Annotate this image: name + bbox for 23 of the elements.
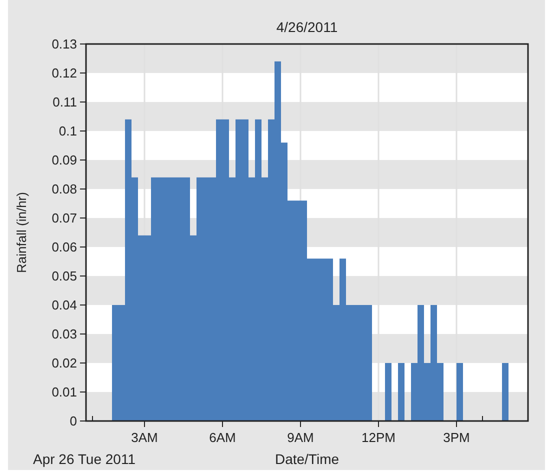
chart-title: 4/26/2011 (276, 19, 338, 35)
y-tick-label: 0.03 (52, 326, 77, 342)
y-tick-label: 0.09 (52, 152, 77, 168)
y-tick-label: 0.04 (52, 298, 77, 313)
y-tick-label: 0.08 (52, 182, 77, 197)
y-tick-label: 0.06 (52, 240, 77, 255)
y-tick-label: 0.12 (52, 66, 77, 81)
x-tick-label: 9AM (287, 430, 314, 445)
text: Apr 26 Tue 2011 (33, 451, 136, 467)
x-tick-label: 3AM (131, 430, 158, 445)
x-axis-title: Date/Time (274, 451, 340, 467)
y-tick-label: 0.1 (58, 124, 77, 139)
y-tick-label: 0.11 (52, 94, 77, 110)
y-axis-title: Rainfall (in/hr) (14, 192, 29, 273)
x-tick-label: 3PM (443, 430, 470, 445)
x-tick-label: 12PM (362, 430, 396, 445)
y-tick-label: 0.13 (52, 36, 77, 52)
y-tick-label: 0.01 (52, 384, 77, 400)
y-tick-label: 0.02 (52, 356, 77, 371)
x-tick-label: 6AM (209, 430, 236, 445)
y-tick-label: 0.07 (52, 210, 77, 226)
y-tick-label: 0 (70, 414, 77, 429)
y-tick-label: 0.05 (52, 268, 77, 284)
